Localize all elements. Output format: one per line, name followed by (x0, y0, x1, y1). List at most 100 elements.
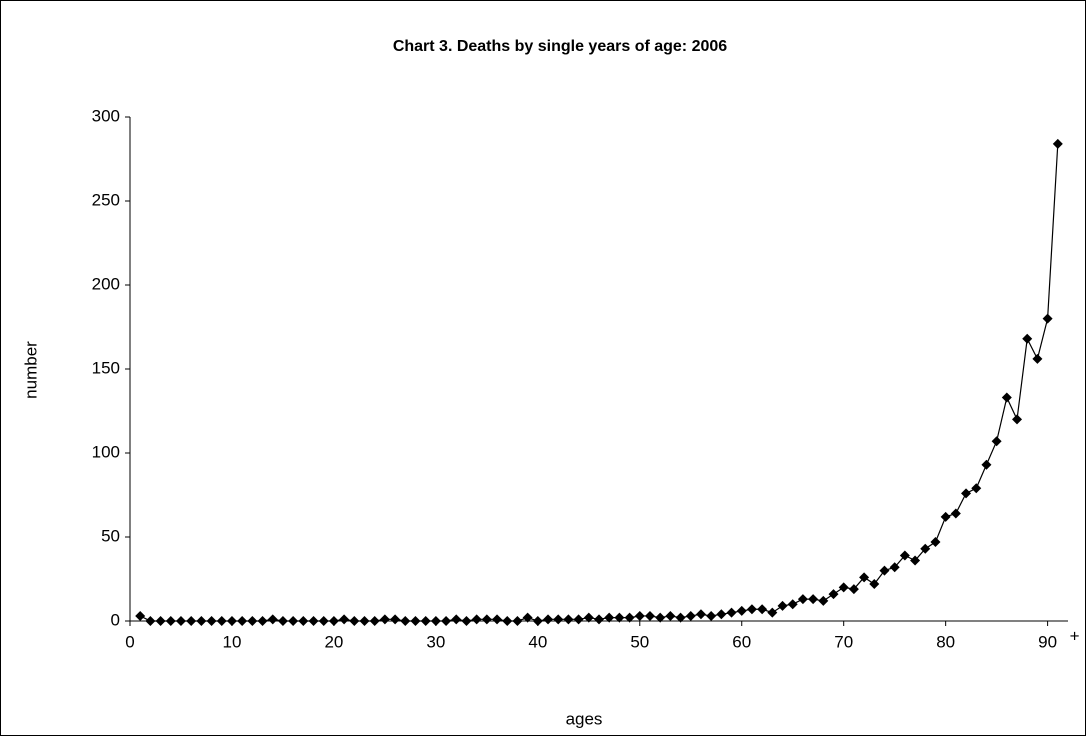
marker (665, 610, 676, 621)
y-tick-label: 150 (92, 358, 120, 377)
marker (247, 616, 258, 626)
marker (624, 612, 635, 623)
marker (808, 594, 819, 605)
marker (675, 612, 686, 623)
marker (451, 614, 462, 625)
marker (971, 483, 982, 494)
marker (512, 616, 523, 626)
marker (390, 614, 401, 625)
y-tick-label: 0 (111, 610, 120, 629)
marker (787, 599, 798, 610)
marker (339, 614, 350, 625)
marker (206, 616, 217, 626)
marker (695, 609, 706, 620)
marker (1001, 392, 1012, 403)
marker (981, 459, 992, 470)
marker (746, 604, 757, 615)
marker (818, 595, 829, 606)
marker (726, 607, 737, 618)
marker (471, 614, 482, 625)
marker (573, 614, 584, 625)
x-tick-label: 40 (528, 632, 547, 651)
marker (1032, 353, 1043, 364)
marker (196, 616, 207, 626)
marker (604, 612, 615, 623)
x-axis-label: ages (566, 709, 603, 728)
marker (257, 616, 268, 626)
marker (1052, 138, 1063, 149)
marker (838, 582, 849, 593)
marker (899, 550, 910, 561)
marker (186, 616, 197, 626)
marker (1022, 333, 1033, 344)
marker (767, 607, 778, 618)
marker (318, 616, 329, 626)
marker (481, 614, 492, 625)
marker (165, 616, 176, 626)
marker (553, 614, 564, 625)
marker (522, 612, 533, 623)
x-tick-label: 80 (936, 632, 955, 651)
x-tick-label: 70 (834, 632, 853, 651)
marker (288, 616, 299, 626)
marker (706, 610, 717, 621)
marker (1012, 414, 1023, 425)
marker (910, 555, 921, 566)
y-axis-label: number (21, 341, 40, 399)
marker (859, 572, 870, 583)
marker (848, 584, 859, 595)
marker (889, 562, 900, 573)
chart-title: Chart 3. Deaths by single years of age: … (393, 38, 727, 55)
marker (991, 436, 1002, 447)
marker (736, 605, 747, 616)
marker (420, 616, 431, 626)
marker (797, 594, 808, 605)
x-tick-label: 0 (125, 632, 134, 651)
y-tick-label: 200 (92, 274, 120, 293)
y-tick-label: 100 (92, 442, 120, 461)
marker (145, 616, 156, 626)
marker (349, 616, 360, 626)
marker (400, 616, 411, 626)
marker (716, 609, 727, 620)
marker (543, 614, 554, 625)
marker (1042, 313, 1053, 324)
marker (430, 616, 441, 626)
x-tick-label: 20 (324, 632, 343, 651)
marker (441, 616, 452, 626)
marker (644, 610, 655, 621)
marker (461, 616, 472, 626)
marker (410, 616, 421, 626)
marker (563, 614, 574, 625)
y-tick-label: 250 (92, 190, 120, 209)
marker (155, 616, 166, 626)
annotation: + (1070, 626, 1080, 645)
marker (379, 614, 390, 625)
marker (532, 616, 543, 626)
x-tick-label: 10 (222, 632, 241, 651)
marker (226, 616, 237, 626)
marker (216, 616, 227, 626)
marker (950, 508, 961, 519)
x-tick-label: 60 (732, 632, 751, 651)
y-tick-label: 50 (101, 526, 120, 545)
marker (135, 610, 146, 621)
marker (583, 612, 594, 623)
marker (328, 616, 339, 626)
marker (879, 565, 890, 576)
marker (634, 610, 645, 621)
marker (940, 511, 951, 522)
marker (492, 614, 503, 625)
marker (175, 616, 186, 626)
x-tick-label: 50 (630, 632, 649, 651)
marker (359, 616, 370, 626)
marker (685, 610, 696, 621)
marker (502, 616, 513, 626)
marker (267, 614, 278, 625)
marker (594, 614, 604, 625)
marker (777, 600, 788, 611)
marker (961, 488, 972, 499)
x-tick-label: 30 (426, 632, 445, 651)
marker (920, 543, 931, 554)
